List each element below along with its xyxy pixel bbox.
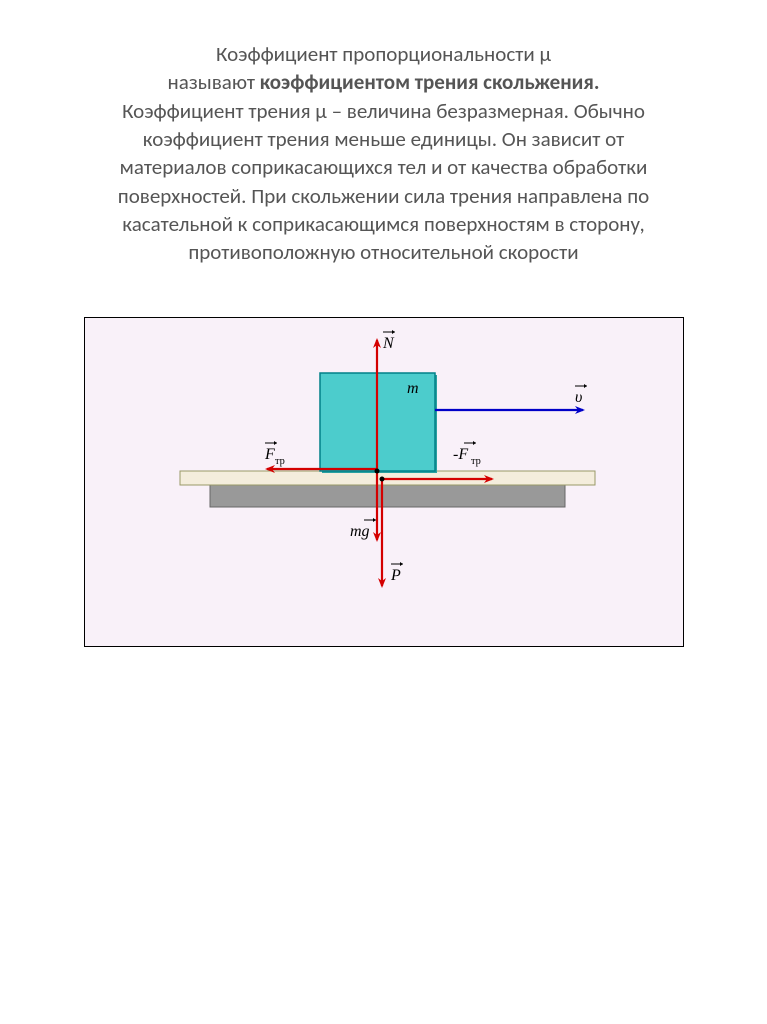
diagram-svg: NmυFтр-FтрmgP (85, 318, 685, 648)
text-line: называют (168, 69, 260, 95)
text-line: противоположную относительной скорости (188, 239, 578, 265)
physics-diagram: NmυFтр-FтрmgP (84, 317, 684, 647)
svg-text:тр: тр (471, 456, 481, 467)
text-line: материалов соприкасающихся тел и от каче… (120, 154, 648, 180)
text-bold: коэффициентом трения скольжения. (260, 69, 600, 95)
text-line: коэффициент трения меньше единицы. Он за… (143, 126, 624, 152)
svg-text:υ: υ (575, 389, 582, 406)
text-line: касательной к соприкасающимся поверхност… (122, 211, 644, 237)
svg-text:тр: тр (275, 456, 285, 467)
svg-text:N: N (382, 335, 395, 352)
svg-text:m: m (407, 380, 419, 397)
svg-text:-F: -F (453, 446, 468, 463)
text-line: Коэффициент пропорциональности μ (216, 41, 551, 67)
svg-text:mg: mg (350, 523, 370, 540)
svg-text:P: P (390, 567, 401, 584)
text-line: поверхностей. При скольжении сила трения… (118, 183, 649, 209)
explanation-text: Коэффициент пропорциональности μ называю… (30, 40, 737, 267)
text-line: Коэффициент трения μ – величина безразме… (122, 98, 645, 124)
svg-text:F: F (264, 446, 275, 463)
